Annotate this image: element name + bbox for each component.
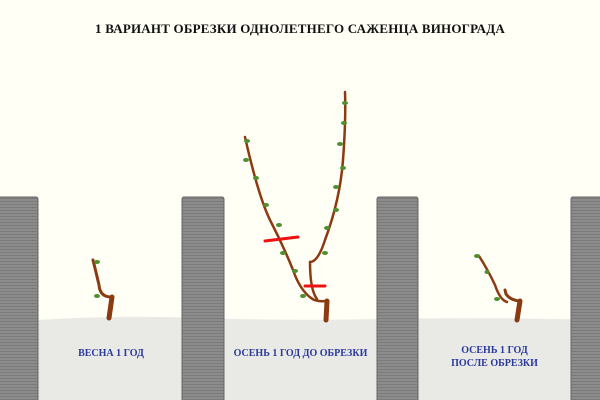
ground	[38, 316, 600, 400]
leaf-icon	[94, 260, 100, 298]
seedling-spring	[91, 258, 115, 321]
stage-label-spring: ВЕСНА 1 ГОД	[78, 348, 144, 359]
leaf-icon	[243, 101, 348, 298]
trellis-post-2	[181, 196, 225, 400]
stage-label-autumn-before: ОСЕНЬ 1 ГОД ДО ОБРЕЗКИ	[233, 348, 368, 359]
stage-label-line: ОСЕНЬ 1 ГОД	[461, 345, 528, 356]
leaf-icon	[474, 254, 500, 301]
diagram-title: 1 ВАРИАНТ ОБРЕЗКИ ОДНОЛЕТНЕГО САЖЕНЦА ВИ…	[95, 21, 505, 36]
seedling-autumn-before	[243, 90, 348, 323]
stage-label-autumn-after: ОСЕНЬ 1 ГОД ПОСЛЕ ОБРЕЗКИ	[418, 344, 571, 370]
seedling-autumn-after	[474, 254, 523, 323]
stage-label-line: ПОСЛЕ ОБРЕЗКИ	[451, 358, 538, 369]
cut-mark-icon	[263, 235, 327, 288]
trellis-post-4	[570, 196, 600, 400]
trellis-post-1	[0, 196, 39, 400]
trellis-post-3	[376, 196, 419, 400]
